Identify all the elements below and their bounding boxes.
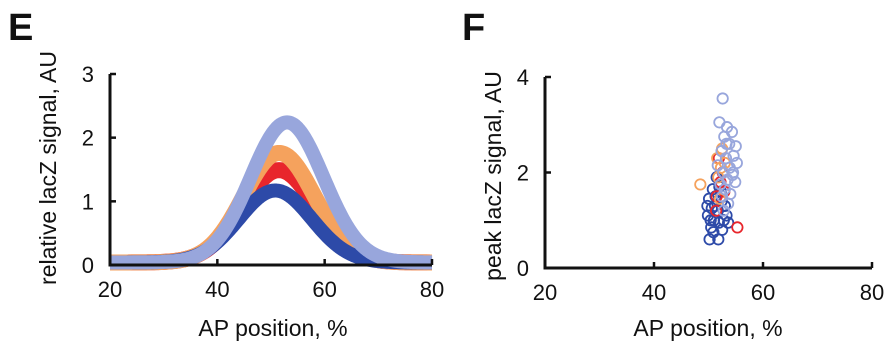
point-red — [710, 204, 723, 217]
point-dark-blue — [704, 214, 717, 227]
axes-e: 20 40 60 80 0 1 2 3 — [82, 62, 444, 302]
y-tick-label-f: 0 — [517, 256, 529, 281]
curve-light-blue — [104, 115, 438, 270]
y-tick-label-e: 0 — [82, 253, 94, 278]
panel-e: E 20 40 60 80 0 1 2 3 AP position, % relative l… — [8, 7, 444, 341]
x-axis-title-f: AP position, % — [633, 315, 782, 341]
point-dark-blue — [722, 216, 735, 229]
panel-letter-e: E — [8, 7, 33, 49]
point-dark-blue — [707, 226, 720, 239]
point-light-blue — [726, 166, 740, 179]
panel-f: F 20 40 60 80 0 2 4 AP position, % peak lacZ s… — [462, 7, 884, 341]
panel-letter-f: F — [462, 7, 485, 49]
point-orange — [694, 178, 707, 191]
point-red — [731, 221, 744, 234]
y-axis-title-e: relative lacZ signal, AU — [35, 51, 61, 285]
curves-group — [103, 115, 439, 271]
point-light-blue — [727, 149, 740, 162]
y-tick-label-e: 1 — [82, 189, 94, 214]
y-tick-label-e: 3 — [82, 62, 94, 87]
point-light-blue — [711, 159, 724, 172]
x-tick-label-f: 40 — [642, 280, 666, 305]
x-tick-label-e: 40 — [205, 277, 229, 302]
axes-f: 20 40 60 80 0 2 4 — [517, 65, 884, 305]
y-axis-title-f: peak lacZ signal, AU — [480, 71, 506, 281]
point-dark-blue — [712, 216, 725, 229]
y-tick-label-f: 2 — [517, 161, 529, 186]
point-light-blue — [716, 92, 729, 105]
point-light-blue — [720, 137, 733, 150]
x-tick-label-f: 20 — [533, 280, 557, 305]
point-light-blue — [713, 116, 726, 129]
x-tick-label-e: 80 — [420, 277, 444, 302]
x-axis-title-e: AP position, % — [198, 315, 347, 341]
point-light-blue — [716, 190, 729, 203]
points-group — [694, 92, 744, 246]
x-tick-label-e: 20 — [98, 277, 122, 302]
x-tick-label-f: 80 — [860, 280, 884, 305]
x-tick-label-e: 60 — [312, 277, 336, 302]
point-dark-blue — [703, 233, 716, 246]
y-tick-label-e: 2 — [82, 126, 94, 151]
y-tick-label-f: 4 — [517, 65, 529, 90]
x-tick-label-f: 60 — [751, 280, 775, 305]
point-light-blue — [717, 204, 730, 217]
